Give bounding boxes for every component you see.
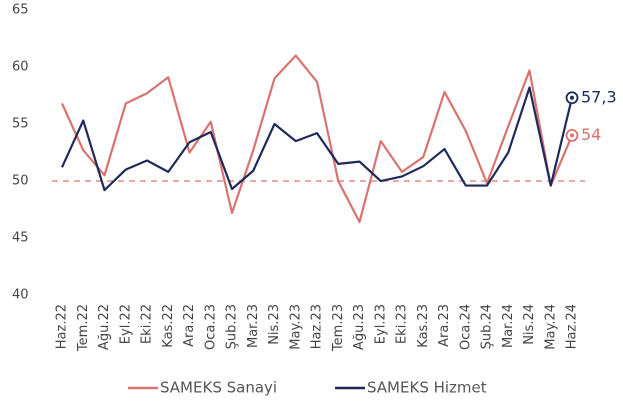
y-tick-label: 50 bbox=[12, 174, 29, 189]
end-marker-dot bbox=[570, 95, 574, 100]
legend-text: SAMEKS Hizmet bbox=[367, 379, 487, 397]
end-marker-dot bbox=[570, 133, 574, 138]
x-tick-label: Şub.23 bbox=[225, 304, 240, 349]
x-tick-label: Kas.23 bbox=[416, 304, 431, 348]
x-tick-label: Tem.23 bbox=[331, 304, 346, 352]
x-tick-label: Eyl.23 bbox=[373, 304, 388, 344]
x-tick-label: Eki.23 bbox=[395, 304, 410, 344]
x-tick-label: Kas.22 bbox=[161, 304, 176, 348]
x-tick-label: Şub.24 bbox=[480, 304, 495, 349]
x-tick-label: May.24 bbox=[543, 304, 558, 350]
legend-text: SAMEKS Sanayi bbox=[160, 379, 277, 397]
y-tick-label: 40 bbox=[12, 288, 29, 303]
x-tick-label: May.23 bbox=[288, 304, 303, 350]
x-tick-label: Mar.23 bbox=[246, 304, 261, 348]
x-tick-label: Ara.22 bbox=[182, 304, 197, 347]
x-tick-label: Oca.24 bbox=[458, 304, 473, 350]
value-label: 54 bbox=[581, 125, 601, 144]
series-line bbox=[60, 86, 574, 192]
x-tick-label: Eyl.22 bbox=[118, 304, 133, 344]
y-tick-label: 65 bbox=[12, 3, 29, 18]
y-tick-label: 55 bbox=[12, 117, 29, 132]
x-tick-label: Haz.22 bbox=[55, 304, 70, 349]
x-tick-label: Haz.23 bbox=[310, 304, 325, 349]
x-tick-label: Nis.23 bbox=[267, 304, 282, 345]
y-tick-label: 60 bbox=[12, 60, 29, 75]
x-tick-label: Nis.24 bbox=[522, 304, 537, 345]
x-tick-label: Mar.24 bbox=[501, 304, 516, 348]
x-tick-label: Eki.22 bbox=[140, 304, 155, 344]
y-tick-label: 45 bbox=[12, 231, 29, 246]
x-tick-label: Haz.24 bbox=[565, 304, 580, 349]
x-tick-label: Ağu.22 bbox=[97, 304, 112, 350]
value-label: 57,3 bbox=[581, 87, 617, 106]
series-line bbox=[60, 54, 574, 224]
x-tick-label: Tem.22 bbox=[76, 304, 91, 352]
x-tick-label: Ara.23 bbox=[437, 304, 452, 347]
x-tick-label: Ağu.23 bbox=[352, 304, 367, 350]
x-tick-label: Oca.23 bbox=[203, 304, 218, 350]
